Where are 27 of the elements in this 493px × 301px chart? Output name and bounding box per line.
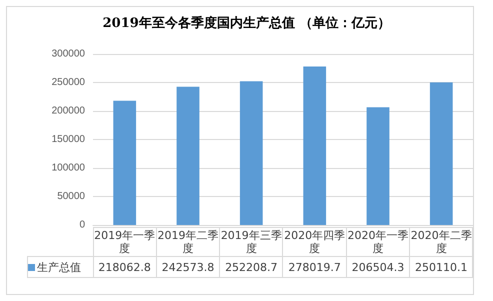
bar bbox=[113, 100, 136, 225]
x-tick-label: 2020年二季度 bbox=[410, 228, 473, 256]
bar bbox=[176, 86, 200, 225]
y-tick-label: 150000 bbox=[52, 134, 86, 145]
y-tick-label: 100000 bbox=[52, 162, 86, 174]
bar bbox=[240, 81, 263, 225]
legend-label: 生产总值 bbox=[28, 256, 93, 278]
y-tick-label: 50000 bbox=[57, 191, 86, 202]
bar bbox=[366, 107, 390, 225]
bar bbox=[430, 82, 453, 225]
x-tick-label: 2020年四季度 bbox=[282, 228, 346, 256]
x-tick-label: 2019年一季度 bbox=[93, 228, 156, 256]
y-tick-label: 0 bbox=[79, 220, 86, 230]
chart-title: 2019年至今各季度国内生产总值 （单位：亿元） bbox=[102, 15, 390, 31]
y-tick-label: 250000 bbox=[52, 77, 86, 88]
data-label: 278019.7 bbox=[282, 256, 346, 278]
data-label: 218062.8 bbox=[93, 256, 156, 278]
x-tick-label: 2019年三季度 bbox=[220, 228, 283, 256]
bar bbox=[303, 66, 326, 225]
data-label: 242573.8 bbox=[156, 256, 220, 278]
y-tick-label: 300000 bbox=[52, 48, 86, 60]
x-tick-label: 2019年二季度 bbox=[156, 228, 220, 256]
data-label: 252208.7 bbox=[220, 256, 283, 278]
x-tick-label: 2020年一季度 bbox=[346, 228, 410, 256]
data-label: 250110.1 bbox=[410, 256, 473, 278]
y-tick-label: 200000 bbox=[52, 106, 86, 116]
data-label: 206504.3 bbox=[346, 256, 410, 278]
